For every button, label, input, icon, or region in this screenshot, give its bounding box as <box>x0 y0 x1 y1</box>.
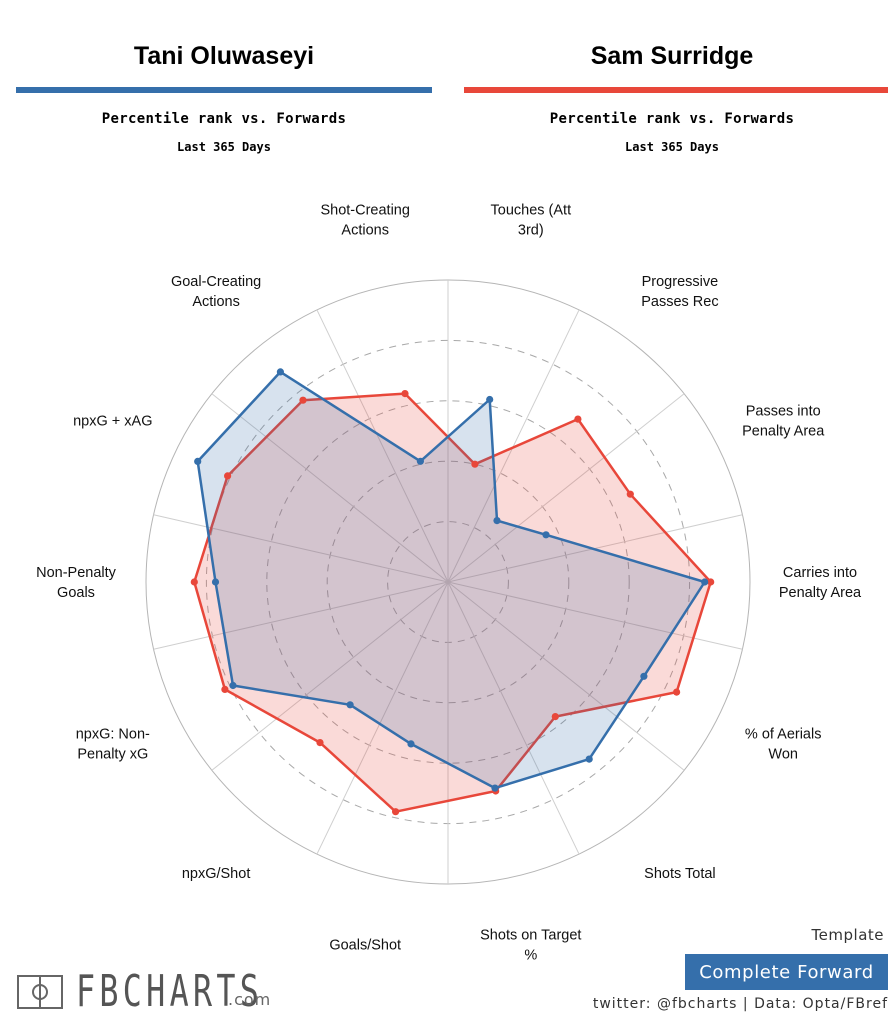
series-2-point <box>316 739 324 747</box>
series-2-point <box>673 688 681 696</box>
series-1-point <box>640 672 648 680</box>
player-2-subtitle: Percentile rank vs. Forwards <box>549 111 795 127</box>
category-label: Shot-Creating Actions <box>320 202 409 238</box>
series-1-point <box>701 578 709 586</box>
series-2-point <box>190 578 198 586</box>
series-1-point <box>229 681 237 690</box>
series-1-point <box>416 457 424 465</box>
series-1-point <box>585 755 593 763</box>
category-label: Goal-Creating Actions <box>171 274 261 310</box>
series-2-point <box>471 460 479 468</box>
player-1-color-rule <box>16 87 432 93</box>
player-2-name: Sam Surridge <box>590 42 754 70</box>
player-2-period: Last 365 Days <box>625 140 719 154</box>
player-2-color-rule <box>464 87 888 93</box>
radar-spoke <box>153 581 449 650</box>
series-1-point <box>194 457 202 465</box>
series-2-point <box>299 396 307 404</box>
series-2-point <box>392 808 400 816</box>
series-2-point <box>224 472 232 480</box>
fbcharts-logo: FBCHARTS .com <box>16 968 286 1016</box>
radar-spoke <box>447 581 685 771</box>
radar-spoke <box>211 393 449 583</box>
logo-text: FBCHARTS <box>76 966 264 1017</box>
category-label: Touches (Att 3rd) <box>491 202 572 238</box>
category-label: Shots on Target% <box>480 928 581 964</box>
radar-spoke <box>211 581 449 771</box>
series-2-point <box>551 713 559 721</box>
radar-spoke <box>447 581 580 855</box>
series-1-point <box>542 531 550 539</box>
radar-spoke <box>316 309 449 583</box>
data-credit: twitter: @fbcharts | Data: Opta/FBref <box>592 996 888 1012</box>
category-label: npxG: Non-Penalty xG <box>76 726 150 762</box>
template-label: Template <box>811 926 884 944</box>
category-label: Passes into Penalty Area <box>742 404 825 440</box>
logo-suffix: .com <box>228 990 272 1009</box>
series-1-point <box>407 740 415 748</box>
pitch-icon <box>17 975 63 1009</box>
radar-grid-ring <box>326 460 570 704</box>
category-label: % of Aerials Won <box>745 726 822 762</box>
series-2-point <box>221 685 229 694</box>
radar-spoke <box>316 581 449 855</box>
series-1-point <box>486 395 494 404</box>
series-1-point <box>493 517 501 525</box>
category-label: Goals/Shot <box>329 938 401 954</box>
radar-grid-ring <box>266 400 630 764</box>
category-label: Carries into Penalty Area <box>779 565 862 601</box>
series-1-point <box>491 784 499 792</box>
player-1-period: Last 365 Days <box>177 140 271 154</box>
category-label: npxG/Shot <box>182 866 251 882</box>
category-label: Non-Penalty Goals <box>36 565 117 601</box>
series-2-point <box>707 578 715 586</box>
radar-spoke <box>447 393 685 583</box>
series-2-point <box>626 490 634 498</box>
category-label: Shots Total <box>644 866 715 882</box>
series-2-point <box>401 390 409 398</box>
series-1-point <box>346 701 354 709</box>
radar-spoke <box>153 514 449 583</box>
player-1-name: Tani Oluwaseyi <box>133 42 315 70</box>
series-1-point <box>211 578 220 586</box>
template-badge: Complete Forward <box>685 954 888 990</box>
series-2-point <box>574 415 582 423</box>
player-1-subtitle: Percentile rank vs. Forwards <box>101 111 347 127</box>
category-label: npxG + xAG <box>73 414 152 430</box>
series-1-point <box>276 368 284 376</box>
category-label: Progressive Passes Rec <box>641 274 718 310</box>
